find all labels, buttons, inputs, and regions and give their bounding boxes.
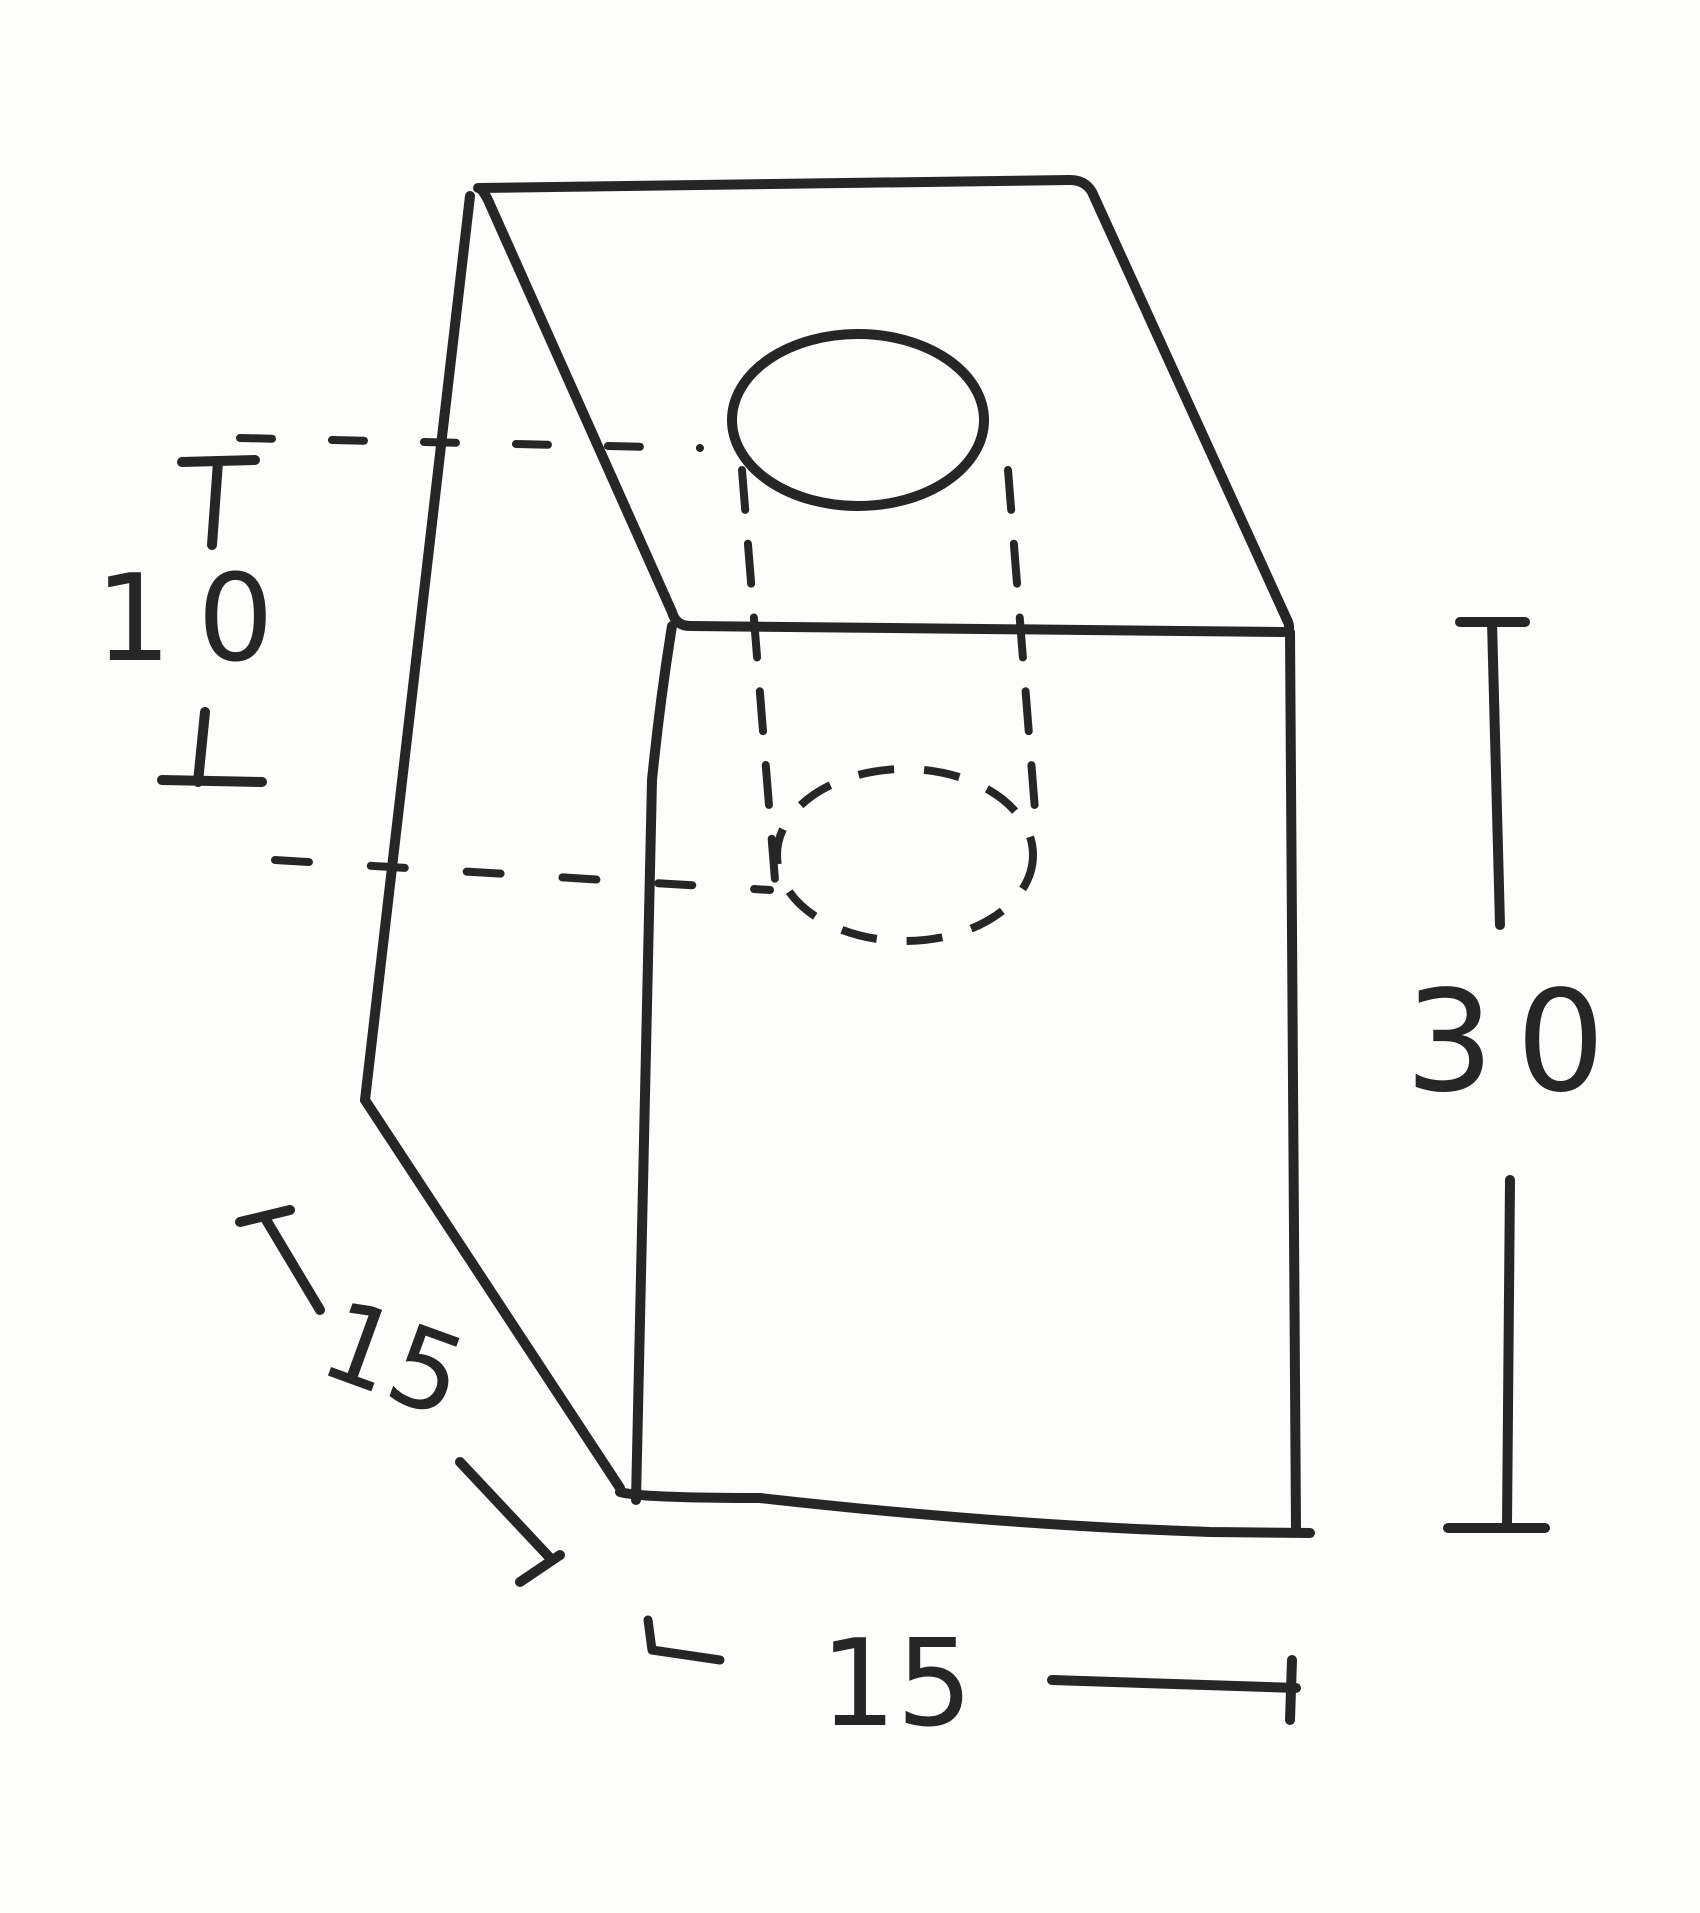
hole-top-ellipse <box>727 329 989 511</box>
height-dim-upper-line <box>1487 617 1505 930</box>
block-outline <box>157 175 1550 1725</box>
depth-dim-start-tick <box>235 1205 325 1315</box>
height-dim-lower-line <box>1502 1175 1515 1530</box>
left-bottom-edge <box>360 1095 625 1493</box>
front-right-edge <box>1285 627 1301 1535</box>
hole-depth-extension-bottom <box>271 856 774 894</box>
width-dim-end-arrow <box>1047 1655 1301 1725</box>
hole-depth-arrow-top <box>177 455 260 550</box>
hole-hidden-bottom-ellipse <box>773 765 1037 945</box>
top-face <box>473 175 1295 637</box>
front-left-edge <box>631 621 677 1505</box>
width-dim-start-tick <box>643 1615 725 1665</box>
hole-depth-extension-top <box>236 434 704 452</box>
hole-depth-arrow-bottom <box>157 707 267 787</box>
depth-dim-end-arrow <box>455 1457 565 1587</box>
hole-hidden-right-wall <box>1004 466 1039 814</box>
hole-depth-label: 10 <box>95 550 300 689</box>
front-bottom-edge <box>615 1487 1315 1538</box>
height-label: 30 <box>1405 961 1627 1124</box>
width-label: 15 <box>820 1615 973 1754</box>
left-back-edge <box>360 191 475 1105</box>
